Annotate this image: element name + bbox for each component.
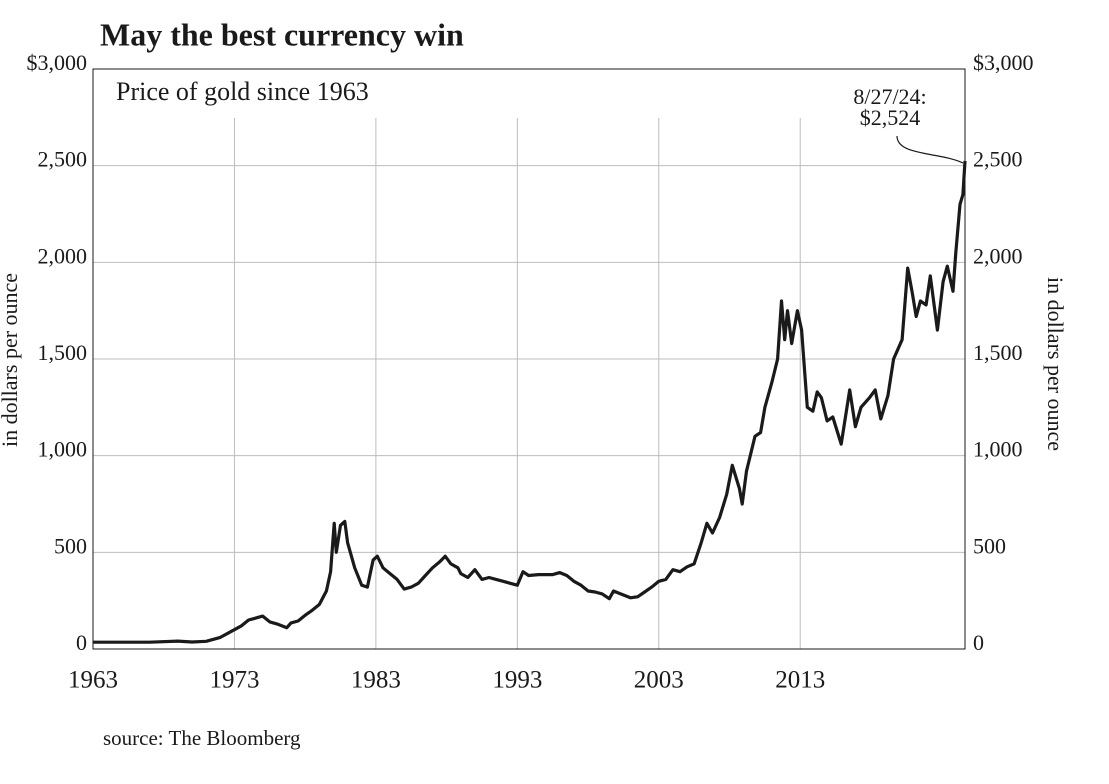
y-tick-label: 2,500 (38, 147, 88, 172)
x-tick-label: 2003 (634, 667, 684, 694)
y-tick-label: 0 (76, 630, 87, 655)
chart-title: May the best currency win (100, 16, 464, 52)
annotation-leader (896, 135, 964, 164)
y2-tick-label: 0 (973, 630, 984, 655)
plot-frame (92, 68, 966, 650)
x-tick-label: 1993 (492, 667, 542, 694)
x-tick-label: 1973 (209, 667, 259, 694)
annotation: $2,524 (860, 105, 921, 130)
y2-tick-label: 1,000 (973, 437, 1023, 462)
y-tick-label: 500 (54, 533, 87, 558)
y2-tick-label: 1,500 (973, 340, 1023, 365)
x-tick-label: 1983 (351, 667, 401, 694)
chart-subtitle: Price of gold since 1963 (116, 77, 369, 106)
annotation: 8/27/24: (853, 84, 926, 109)
y2-tick-label: 2,500 (973, 147, 1023, 172)
y-tick-label: $3,000 (27, 50, 88, 75)
y2-tick-label: 500 (973, 533, 1006, 558)
x-tick-label: 1963 (68, 667, 118, 694)
y-tick-label: 2,000 (38, 243, 88, 268)
x-tick-label: 2013 (775, 667, 825, 694)
price-line (93, 160, 967, 644)
source: source: The Bloomberg (103, 726, 301, 750)
y-tick-label: 1,500 (38, 340, 88, 365)
y2-tick-label: $3,000 (973, 50, 1034, 75)
y2-axis-label: in dollars per ounce (1043, 277, 1068, 451)
y2-tick-label: 2,000 (973, 243, 1023, 268)
y-tick-label: 1,000 (38, 437, 88, 462)
y-axis-label: in dollars per ounce (0, 273, 22, 447)
